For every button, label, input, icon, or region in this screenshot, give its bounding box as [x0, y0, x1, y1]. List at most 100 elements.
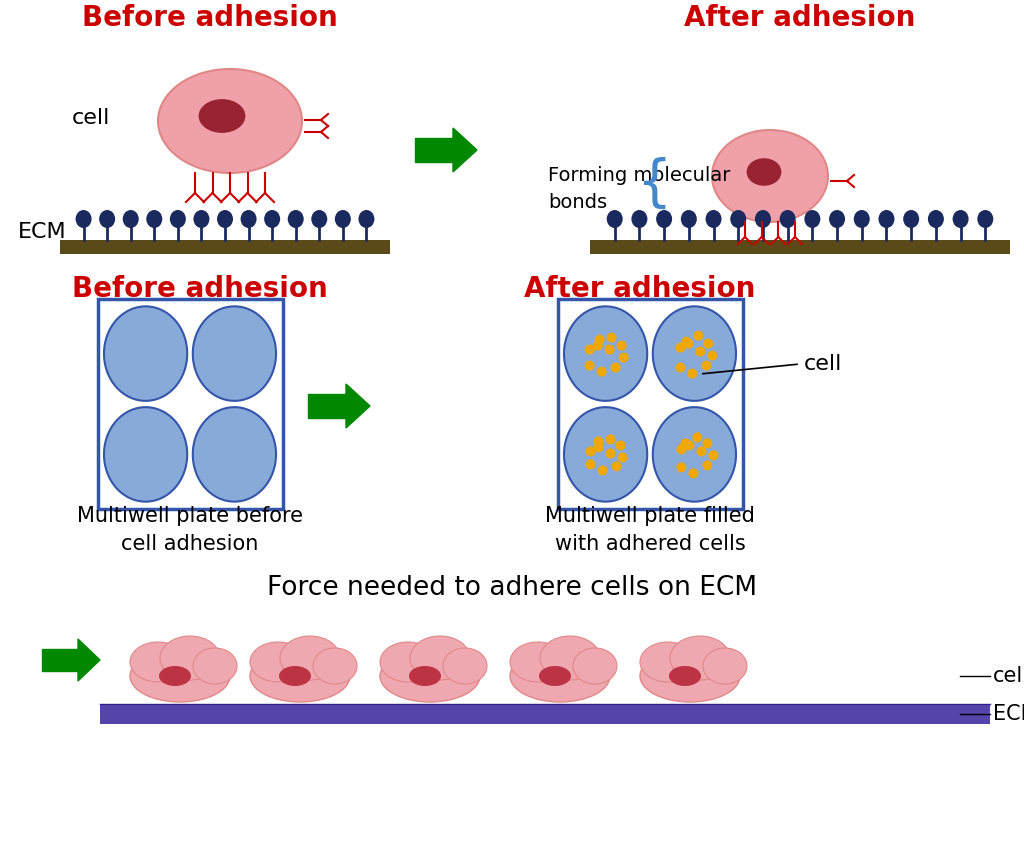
Ellipse shape: [217, 210, 233, 228]
Ellipse shape: [160, 636, 220, 680]
Ellipse shape: [632, 210, 647, 228]
Bar: [60, 240, 390, 254]
Ellipse shape: [250, 642, 306, 682]
Circle shape: [701, 360, 712, 371]
Text: cell: cell: [804, 354, 843, 374]
Ellipse shape: [159, 666, 191, 686]
Text: ECM: ECM: [993, 704, 1024, 724]
Text: Forming molecular
bonds: Forming molecular bonds: [548, 166, 730, 211]
Bar: [590, 240, 1010, 254]
Circle shape: [616, 341, 627, 351]
Ellipse shape: [652, 407, 736, 502]
Ellipse shape: [540, 636, 600, 680]
Ellipse shape: [264, 210, 281, 228]
Ellipse shape: [123, 210, 138, 228]
Ellipse shape: [564, 407, 647, 502]
FancyBboxPatch shape: [415, 138, 453, 162]
Circle shape: [681, 336, 691, 347]
Ellipse shape: [564, 306, 647, 401]
Ellipse shape: [746, 158, 781, 186]
Circle shape: [605, 449, 615, 459]
Ellipse shape: [640, 650, 740, 702]
Circle shape: [604, 345, 614, 354]
Text: After adhesion: After adhesion: [684, 4, 915, 32]
Ellipse shape: [903, 210, 920, 228]
Circle shape: [680, 438, 690, 449]
Ellipse shape: [712, 130, 828, 222]
Ellipse shape: [928, 210, 944, 228]
Circle shape: [703, 339, 714, 348]
Circle shape: [611, 461, 622, 472]
Ellipse shape: [279, 666, 311, 686]
Bar: [557, 299, 742, 509]
Ellipse shape: [510, 642, 566, 682]
Ellipse shape: [510, 650, 610, 702]
Circle shape: [586, 446, 596, 456]
Ellipse shape: [669, 666, 701, 686]
Text: Multiwell plate before
cell adhesion: Multiwell plate before cell adhesion: [77, 506, 303, 554]
Ellipse shape: [194, 210, 210, 228]
Circle shape: [606, 333, 616, 342]
Circle shape: [687, 369, 697, 378]
Polygon shape: [453, 128, 477, 172]
Circle shape: [684, 440, 694, 450]
Bar: [97, 299, 283, 509]
Text: ECM: ECM: [18, 222, 67, 242]
Circle shape: [695, 347, 706, 357]
Ellipse shape: [335, 210, 351, 228]
Ellipse shape: [410, 636, 470, 680]
Circle shape: [585, 345, 595, 354]
Ellipse shape: [640, 642, 696, 682]
Ellipse shape: [706, 210, 722, 228]
Ellipse shape: [193, 648, 237, 684]
Text: cell: cell: [993, 666, 1024, 686]
Polygon shape: [346, 384, 370, 428]
Ellipse shape: [130, 650, 230, 702]
Text: Before adhesion: Before adhesion: [82, 4, 338, 32]
Bar: [100, 704, 990, 724]
Ellipse shape: [779, 210, 796, 228]
FancyBboxPatch shape: [42, 649, 78, 671]
Ellipse shape: [539, 666, 571, 686]
Ellipse shape: [104, 306, 187, 401]
Text: Before adhesion: Before adhesion: [72, 275, 328, 303]
Ellipse shape: [443, 648, 487, 684]
Ellipse shape: [380, 642, 436, 682]
Circle shape: [676, 363, 685, 372]
Ellipse shape: [805, 210, 820, 228]
Circle shape: [696, 446, 707, 456]
Ellipse shape: [358, 210, 375, 228]
Ellipse shape: [829, 210, 845, 228]
Ellipse shape: [311, 210, 328, 228]
Circle shape: [595, 335, 604, 345]
Ellipse shape: [288, 210, 304, 228]
Text: After adhesion: After adhesion: [524, 275, 756, 303]
Ellipse shape: [670, 636, 730, 680]
Circle shape: [709, 450, 719, 461]
Circle shape: [597, 366, 606, 377]
Ellipse shape: [76, 210, 91, 228]
Ellipse shape: [652, 306, 736, 401]
Text: Multiwell plate filled
with adhered cells: Multiwell plate filled with adhered cell…: [545, 506, 755, 554]
Circle shape: [593, 341, 602, 351]
Ellipse shape: [854, 210, 869, 228]
Ellipse shape: [99, 210, 115, 228]
Ellipse shape: [199, 99, 246, 133]
Circle shape: [702, 461, 713, 471]
Circle shape: [605, 434, 615, 444]
Ellipse shape: [977, 210, 993, 228]
Circle shape: [708, 351, 718, 360]
Ellipse shape: [573, 648, 617, 684]
Ellipse shape: [879, 210, 895, 228]
Circle shape: [677, 462, 686, 473]
Circle shape: [688, 468, 698, 479]
Ellipse shape: [104, 407, 187, 502]
Ellipse shape: [170, 210, 186, 228]
Ellipse shape: [146, 210, 162, 228]
Ellipse shape: [280, 636, 340, 680]
Circle shape: [692, 432, 702, 443]
FancyBboxPatch shape: [308, 394, 346, 418]
Text: {: {: [636, 157, 672, 211]
Ellipse shape: [130, 642, 186, 682]
Polygon shape: [78, 639, 100, 681]
